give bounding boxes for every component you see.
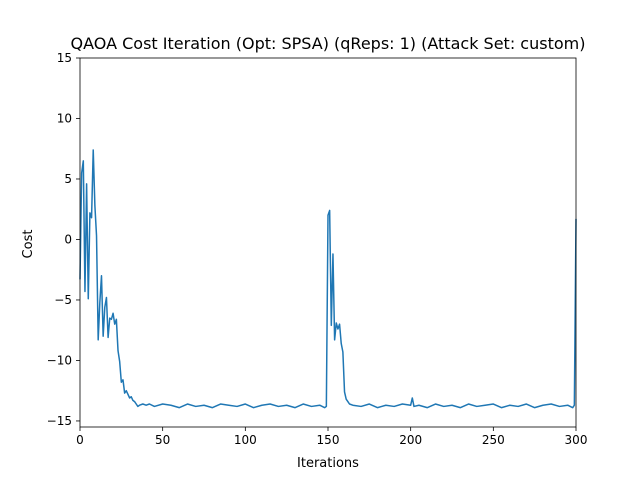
y-tick-label: 5 <box>64 172 72 186</box>
x-tick-label: 250 <box>482 433 505 447</box>
y-tick-label: 15 <box>57 51 72 65</box>
y-tick-label: −15 <box>47 414 72 428</box>
x-tick-label: 150 <box>317 433 340 447</box>
x-tick-label: 300 <box>565 433 588 447</box>
y-tick-label: 0 <box>64 232 72 246</box>
y-axis-label: Cost <box>21 230 36 259</box>
x-tick-label: 0 <box>76 433 84 447</box>
series-line-cost <box>79 149 577 409</box>
plot-area: 0 50 100 150 200 250 300 −15 −10 −5 0 5 10 15 <box>47 51 588 447</box>
x-axis-label: Iterations <box>297 456 359 471</box>
y-tick-label: −10 <box>47 353 72 367</box>
x-tick-label: 200 <box>399 433 422 447</box>
y-tick-label: 10 <box>57 111 72 125</box>
x-tick-label: 100 <box>234 433 257 447</box>
x-tick-label: 50 <box>155 433 170 447</box>
y-tick-label: −5 <box>54 293 72 307</box>
chart-title: QAOA Cost Iteration (Opt: SPSA) (qReps: … <box>71 34 586 53</box>
